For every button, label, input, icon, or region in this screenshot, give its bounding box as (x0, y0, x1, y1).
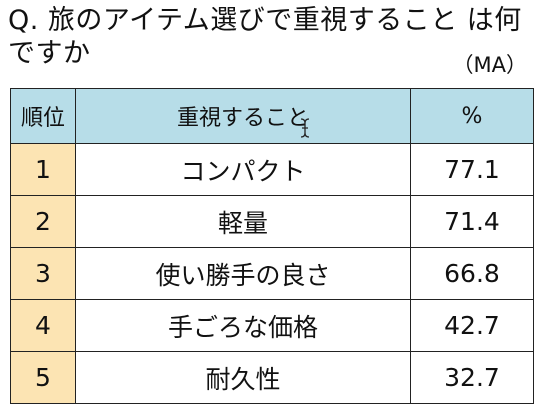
table-row: 2 軽量 71.4 (10, 195, 534, 248)
table-header-row: 順位 重視すること % (10, 88, 534, 144)
item-cell: 軽量 (75, 195, 411, 248)
item-cell: 耐久性 (75, 351, 411, 404)
table-row: 3 使い勝手の良さ 66.8 (10, 247, 534, 300)
percent-cell: 77.1 (410, 143, 534, 196)
percent-cell: 32.7 (410, 351, 534, 404)
rank-cell: 2 (10, 195, 76, 248)
rank-cell: 1 (10, 143, 76, 196)
percent-cell: 71.4 (410, 195, 534, 248)
header-rank: 順位 (10, 88, 76, 144)
rank-cell: 3 (10, 247, 76, 300)
answer-type-note: （MA） (452, 53, 527, 77)
percent-cell: 66.8 (410, 247, 534, 300)
percent-cell: 42.7 (410, 299, 534, 352)
item-cell: 手ごろな価格 (75, 299, 411, 352)
table-row: 1 コンパクト 77.1 (10, 143, 534, 196)
header-percent: % (410, 88, 534, 144)
item-cell: コンパクト (75, 143, 411, 196)
rank-cell: 5 (10, 351, 76, 404)
header-item-label: 重視すること (176, 106, 309, 131)
table-row: 4 手ごろな価格 42.7 (10, 299, 534, 352)
item-cell: 使い勝手の良さ (75, 247, 411, 300)
table-row: 5 耐久性 32.7 (10, 351, 534, 404)
header-item: 重視すること (75, 88, 411, 144)
question-title: Q. 旅のアイテム選びで重視すること は何ですか (8, 5, 522, 69)
ranking-table: 順位 重視すること % 1 コンパクト 77.1 2 軽量 71.4 3 使い勝手の良さ 66.… (10, 88, 534, 404)
rank-cell: 4 (10, 299, 76, 352)
